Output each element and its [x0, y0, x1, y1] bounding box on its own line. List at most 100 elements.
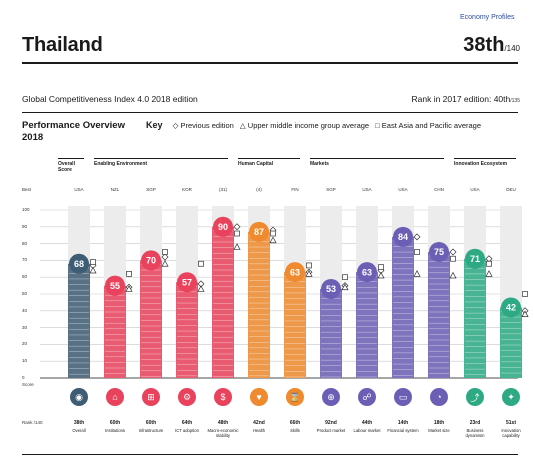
score-bar	[392, 236, 414, 378]
group-average-marker	[269, 236, 277, 244]
group-header: Innovation Ecosystem	[454, 161, 508, 167]
economy-profiles-label: Economy Profiles	[460, 14, 515, 21]
y-tick-label: 50	[22, 291, 28, 296]
previous-edition-marker	[449, 248, 457, 256]
pillar-name: Product market	[316, 428, 346, 433]
previous-rank-of: /135	[510, 98, 520, 104]
section-rule	[22, 112, 518, 113]
best-economy-label: USA	[398, 187, 408, 192]
best-economy-label: FIN	[291, 187, 299, 192]
region-average-marker	[342, 274, 348, 281]
best-economy-label: USA	[470, 187, 480, 192]
header-rule	[22, 62, 518, 64]
pillar-rank: 14th	[397, 420, 409, 426]
previous-rank: Rank in 2017 edition: 40th/135	[411, 94, 520, 104]
group-average-marker	[89, 266, 97, 274]
country-title: Thailand	[22, 34, 103, 56]
institutions-icon: ⌂	[106, 388, 124, 406]
region-average-marker	[414, 249, 420, 255]
region-average-marker	[162, 249, 168, 255]
y-tick-label: 100	[22, 207, 30, 212]
score-label: 63	[290, 267, 300, 277]
group-average-marker	[377, 271, 385, 279]
bar-rail	[176, 206, 198, 378]
score-label: 87	[254, 227, 264, 237]
previous-edition-marker	[521, 307, 529, 315]
pillar-name: Market size	[428, 428, 450, 433]
region-average-marker	[234, 230, 240, 237]
bar-rail	[248, 206, 270, 378]
bar-rail	[500, 206, 522, 378]
pillar-name: Innovation capability	[501, 428, 521, 438]
score-label: 42	[506, 303, 516, 313]
group-average-marker	[521, 310, 529, 318]
score-bubble	[69, 253, 89, 274]
best-economy-label: SGP	[146, 187, 156, 192]
score-bubble	[213, 216, 233, 237]
score-label: 70	[146, 256, 156, 266]
group-average-marker	[341, 283, 349, 291]
overall-rank-value: 38th	[463, 34, 505, 56]
performance-overview-title-line1: Performance Overview	[22, 120, 125, 131]
best-economy-label: USA	[74, 187, 84, 192]
group-header: Overall Score	[58, 161, 75, 173]
bar-rail	[428, 206, 450, 378]
score-bubble	[285, 262, 305, 283]
previous-edition-marker	[125, 283, 133, 291]
pillar-rank: 42nd	[253, 420, 265, 426]
score-label: 90	[218, 222, 228, 232]
score-bar	[248, 231, 270, 378]
pillar-rank: 51st	[505, 420, 516, 426]
region-average-marker	[198, 260, 204, 267]
pillar-name: Skills	[290, 428, 300, 433]
ict-icon: ⚙	[178, 388, 196, 406]
score-label: Score	[22, 382, 34, 387]
previous-edition-marker	[485, 255, 493, 263]
innovation-icon: ✦	[502, 388, 520, 406]
group-header: Markets	[310, 161, 329, 167]
score-bar	[500, 307, 522, 378]
pillar-name: Business dynamism	[465, 428, 485, 438]
previous-edition-marker	[341, 282, 349, 290]
y-tick-label: 40	[22, 307, 28, 313]
pillar-rank: 64th	[181, 420, 193, 426]
score-label: 55	[110, 281, 120, 291]
y-tick-label: 70	[22, 257, 28, 263]
pillar-rank: 60th	[145, 420, 157, 426]
pillar-name: Labour market	[353, 428, 381, 433]
y-tick-label: 20	[22, 341, 28, 347]
bar-rail	[68, 206, 90, 378]
group-average-marker	[449, 271, 457, 279]
best-economy-label: KOR	[182, 187, 192, 192]
region-average-marker	[378, 264, 384, 270]
pillar-name: ICT adoption	[175, 428, 199, 433]
product-market-icon: ⊕	[322, 388, 340, 406]
group-rule	[238, 158, 300, 159]
y-tick-label: 80	[22, 240, 28, 246]
score-bubble	[177, 272, 197, 293]
bar-rail	[356, 206, 378, 378]
score-label: 84	[398, 232, 408, 242]
score-bar	[140, 260, 162, 378]
rank-label: Rank /140	[22, 420, 43, 425]
legend-previous-edition: ◇ Previous edition	[172, 121, 234, 130]
pillar-rank: 44th	[361, 420, 373, 426]
market-size-icon: ◔	[430, 388, 448, 406]
group-header: Human Capital	[238, 161, 274, 167]
pillar-rank: 18th	[433, 420, 445, 426]
legend: Key ◇ Previous edition △ Upper middle in…	[146, 120, 485, 130]
group-rule	[310, 158, 444, 159]
best-label: Best	[22, 187, 32, 192]
score-bubble	[501, 297, 521, 318]
score-bar	[320, 288, 342, 378]
infrastructure-icon: ⊞	[142, 388, 160, 406]
group-header: Enabling Environment	[94, 161, 148, 167]
score-bar	[428, 252, 450, 378]
pillar-rank: 92nd	[325, 420, 337, 426]
overall-icon: ◉	[70, 388, 88, 406]
legend-region-average: □ East Asia and Pacific average	[375, 121, 482, 130]
score-bubble	[429, 242, 449, 262]
group-rule	[94, 158, 228, 159]
score-label: 57	[182, 277, 192, 287]
previous-edition-marker	[197, 280, 205, 288]
